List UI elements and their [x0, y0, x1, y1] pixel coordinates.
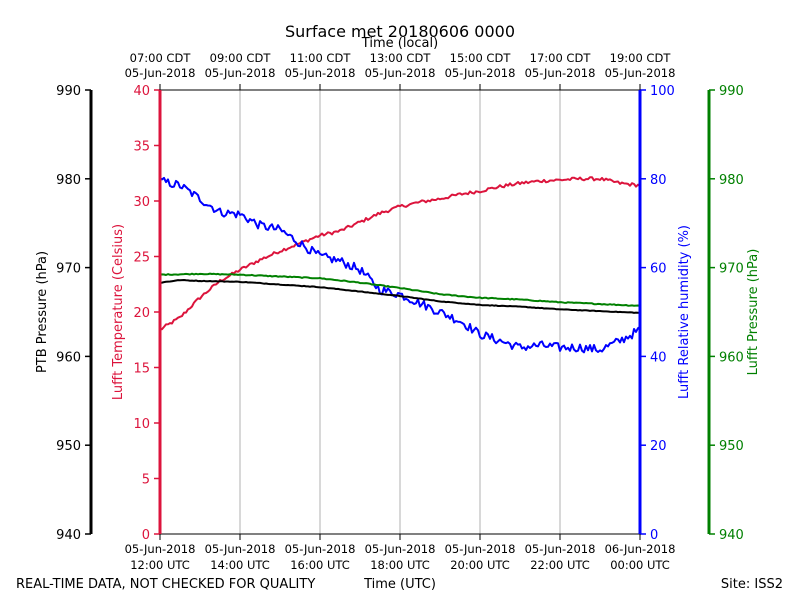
x-tick-date: 05-Jun-2018 [285, 542, 356, 556]
series-lufft-temperature [160, 176, 641, 331]
rh-tick-label: 60 [650, 262, 667, 277]
top-tick-date: 05-Jun-2018 [365, 66, 436, 80]
x-tick-date: 05-Jun-2018 [125, 542, 196, 556]
series-ptb-pressure [159, 279, 641, 314]
x-tick-time: 18:00 UTC [370, 558, 430, 572]
series-lufft-pressure [159, 272, 641, 307]
temp-tick-label: 20 [133, 306, 150, 321]
rh-tick-label: 40 [650, 350, 667, 365]
rh-tick-label: 0 [650, 528, 658, 543]
x-tick-date: 05-Jun-2018 [445, 542, 516, 556]
lp-axis-label: Lufft Pressure (hPa) [746, 249, 761, 376]
x-tick-date: 05-Jun-2018 [525, 542, 596, 556]
x-tick-date: 05-Jun-2018 [365, 542, 436, 556]
x-tick-time: 14:00 UTC [210, 558, 270, 572]
x-tick-time: 12:00 UTC [130, 558, 190, 572]
temp-axis-label: Lufft Temperature (Celsius) [111, 224, 126, 400]
top-tick-date: 05-Jun-2018 [445, 66, 516, 80]
temp-tick-label: 30 [133, 195, 150, 210]
series-layer [159, 176, 641, 354]
axes: 940 950 960 970 980 990 PTB Pressure (hPa) 0 5 10… [35, 51, 761, 572]
x-tick-date: 06-Jun-2018 [605, 542, 676, 556]
x-tick-time: 22:00 UTC [530, 558, 590, 572]
top-axis-label: Time (local) [361, 36, 438, 51]
x-tick-time: 16:00 UTC [290, 558, 350, 572]
chart-title: Surface met 20180606 0000 [285, 22, 515, 41]
rh-tick-label: 80 [650, 173, 667, 188]
lp-tick-label: 970 [719, 262, 744, 277]
rh-axis-label: Lufft Relative humidity (%) [677, 225, 692, 399]
grid [239, 90, 561, 534]
top-tick-time: 11:00 CDT [290, 51, 352, 65]
x-axis-label: Time (UTC) [363, 577, 436, 592]
x-tick-date: 05-Jun-2018 [205, 542, 276, 556]
top-tick-date: 05-Jun-2018 [205, 66, 276, 80]
lp-tick-label: 990 [719, 84, 744, 99]
top-tick-time: 15:00 CDT [450, 51, 512, 65]
top-tick-date: 05-Jun-2018 [285, 66, 356, 80]
temp-tick-label: 0 [142, 528, 150, 543]
temp-tick-label: 15 [133, 362, 150, 377]
ptb-tick-label: 960 [56, 350, 81, 365]
ptb-axis-label: PTB Pressure (hPa) [35, 251, 50, 373]
rh-tick-label: 100 [650, 84, 675, 99]
top-tick-date: 05-Jun-2018 [125, 66, 196, 80]
lp-tick-label: 980 [719, 173, 744, 188]
top-tick-time: 09:00 CDT [210, 51, 272, 65]
temp-tick-label: 35 [133, 140, 150, 155]
top-tick-time: 17:00 CDT [530, 51, 592, 65]
ptb-tick-label: 990 [56, 84, 81, 99]
top-tick-time: 07:00 CDT [130, 51, 192, 65]
rh-tick-label: 20 [650, 439, 667, 454]
temp-tick-label: 5 [142, 473, 150, 488]
top-tick-time: 19:00 CDT [610, 51, 672, 65]
series-lufft-relative-humidity [159, 176, 641, 354]
quality-disclaimer: REAL-TIME DATA, NOT CHECKED FOR QUALITY [16, 577, 315, 592]
top-tick-date: 05-Jun-2018 [605, 66, 676, 80]
ptb-tick-label: 980 [56, 173, 81, 188]
ptb-tick-label: 970 [56, 262, 81, 277]
lp-tick-label: 940 [719, 528, 744, 543]
top-tick-date: 05-Jun-2018 [525, 66, 596, 80]
temp-tick-label: 10 [133, 417, 150, 432]
temp-tick-label: 40 [133, 84, 150, 99]
lp-tick-label: 960 [719, 350, 744, 365]
lp-tick-label: 950 [719, 439, 744, 454]
ptb-tick-label: 950 [56, 439, 81, 454]
x-tick-time: 20:00 UTC [450, 558, 510, 572]
x-tick-time: 00:00 UTC [610, 558, 670, 572]
site-label: Site: ISS2 [721, 577, 783, 592]
temp-tick-label: 25 [133, 251, 150, 266]
ptb-tick-label: 940 [56, 528, 81, 543]
top-tick-time: 13:00 CDT [370, 51, 432, 65]
